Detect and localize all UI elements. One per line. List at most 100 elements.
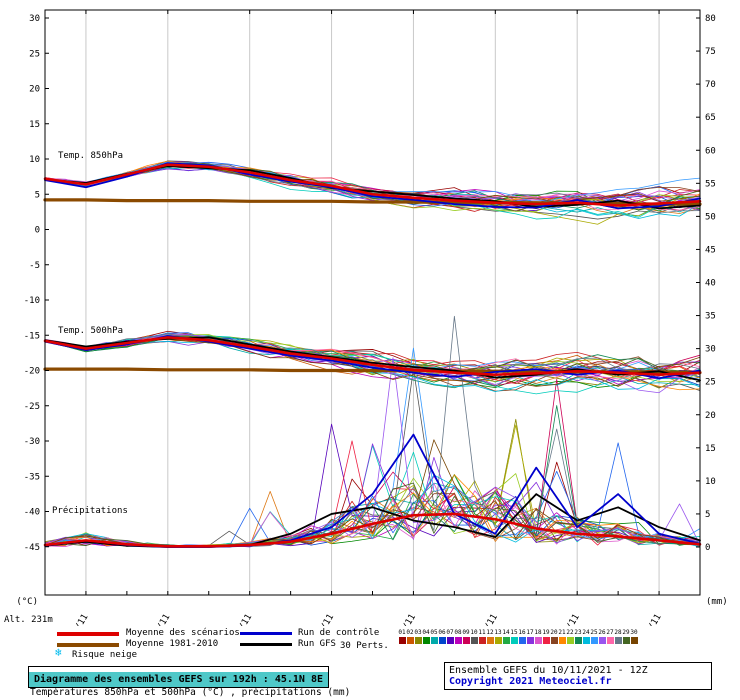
snowflake-icon: ❄ bbox=[55, 646, 62, 659]
member-line-precip bbox=[44, 368, 701, 547]
y-axis-label-right: 10 bbox=[705, 477, 716, 487]
pert-swatch bbox=[494, 637, 502, 644]
pert-swatch bbox=[630, 637, 638, 644]
y-axis-label-left: 30 bbox=[29, 14, 40, 24]
member-line-precip bbox=[44, 347, 701, 548]
pert-legend-item: 01 bbox=[398, 629, 406, 644]
y-axis-label-right: 20 bbox=[705, 411, 716, 421]
pert-number: 04 bbox=[422, 629, 430, 636]
left-axis-unit: (°C) bbox=[16, 597, 38, 607]
pert-swatch bbox=[534, 637, 542, 644]
pert-swatch bbox=[582, 637, 590, 644]
pert-number: 05 bbox=[430, 629, 438, 636]
pert-swatch bbox=[398, 637, 406, 644]
y-axis-label-right: 0 bbox=[705, 543, 710, 553]
pert-legend-item: 08 bbox=[454, 629, 462, 644]
y-axis-label-left: 5 bbox=[35, 190, 40, 200]
pert-number: 07 bbox=[446, 629, 454, 636]
pert-swatch bbox=[574, 637, 582, 644]
mean-line-swatch bbox=[57, 632, 119, 636]
pert-number: 24 bbox=[582, 629, 590, 636]
pert-number: 17 bbox=[526, 629, 534, 636]
mean-line-850 bbox=[43, 163, 702, 207]
y-axis-label-right: 55 bbox=[705, 179, 716, 189]
plot-svg: 302520151050-5-10-15-20-25-30-35-40-4580… bbox=[16, 9, 728, 627]
member-line-precip bbox=[44, 423, 701, 548]
pert-number: 13 bbox=[494, 629, 502, 636]
gfs-line-swatch bbox=[240, 643, 292, 646]
pert-legend-item: 20 bbox=[550, 629, 558, 644]
pert-number: 28 bbox=[614, 629, 622, 636]
y-axis-label-left: -40 bbox=[24, 508, 40, 518]
pert-number: 22 bbox=[566, 629, 574, 636]
pert-legend-item: 30 bbox=[630, 629, 638, 644]
label-t850: Temp. 850hPa bbox=[58, 151, 123, 161]
y-axis-label-right: 70 bbox=[705, 80, 716, 90]
diagram-title: Diagramme des ensembles GEFS sur 192h : … bbox=[29, 672, 328, 687]
pert-legend-item: 12 bbox=[486, 629, 494, 644]
pert-swatch bbox=[438, 637, 446, 644]
pert-legend-item: 06 bbox=[438, 629, 446, 644]
member-line-precip bbox=[44, 482, 701, 548]
pert-swatch bbox=[502, 637, 510, 644]
pert-swatch bbox=[542, 637, 550, 644]
pert-swatch bbox=[590, 637, 598, 644]
pert-legend-item: 10 bbox=[470, 629, 478, 644]
chart-layers: 302520151050-5-10-15-20-25-30-35-40-4580… bbox=[24, 9, 716, 627]
y-axis-label-left: 25 bbox=[29, 49, 40, 59]
pert-legend-item: 25 bbox=[590, 629, 598, 644]
pert-swatch bbox=[454, 637, 462, 644]
pert-swatch bbox=[486, 637, 494, 644]
pert-number: 16 bbox=[518, 629, 526, 636]
y-axis-label-left: -45 bbox=[24, 543, 40, 553]
pert-legend-item: 16 bbox=[518, 629, 526, 644]
pert-legend-item: 22 bbox=[566, 629, 574, 644]
pert-legend-item: 03 bbox=[414, 629, 422, 644]
x-axis-label: 15/11 bbox=[396, 613, 418, 627]
y-axis-label-left: -35 bbox=[24, 472, 40, 482]
pert-number: 15 bbox=[510, 629, 518, 636]
mean-line-precip bbox=[43, 512, 702, 548]
y-axis-label-left: 10 bbox=[29, 155, 40, 165]
x-axis-label: 11/11 bbox=[68, 613, 90, 627]
pert-swatch bbox=[470, 637, 478, 644]
pert-legend-item: 26 bbox=[598, 629, 606, 644]
pert-number: 14 bbox=[502, 629, 510, 636]
climato-line-swatch bbox=[57, 643, 119, 647]
x-axis-label: 14/11 bbox=[314, 613, 336, 627]
run-info-box: Ensemble GEFS du 10/11/2021 - 12Z Copyri… bbox=[444, 662, 712, 690]
x-axis-label: 18/11 bbox=[641, 613, 663, 627]
pert-number: 06 bbox=[438, 629, 446, 636]
pert-number: 08 bbox=[454, 629, 462, 636]
y-axis-label-left: -25 bbox=[24, 402, 40, 412]
y-axis-label-left: 15 bbox=[29, 120, 40, 130]
y-axis-label-right: 50 bbox=[705, 212, 716, 222]
pert-legend-item: 02 bbox=[406, 629, 414, 644]
pert-swatch bbox=[622, 637, 630, 644]
y-axis-label-right: 40 bbox=[705, 279, 716, 289]
pert-legend-item: 18 bbox=[534, 629, 542, 644]
legend-climato-label: Moyenne 1981-2010 bbox=[126, 639, 219, 649]
legend-perts-label: 30 Perts. bbox=[340, 641, 389, 651]
pert-swatch bbox=[518, 637, 526, 644]
pert-swatch bbox=[430, 637, 438, 644]
pert-swatch bbox=[598, 637, 606, 644]
pert-number: 02 bbox=[406, 629, 414, 636]
legend-snow-label: Risque neige bbox=[72, 650, 138, 660]
legend-control-label: Run de contrôle bbox=[298, 628, 380, 638]
diagram-subtitle: Températures 850hPa et 500hPa (°C) , pré… bbox=[30, 687, 351, 698]
pert-legend-item: 04 bbox=[422, 629, 430, 644]
pert-swatch bbox=[606, 637, 614, 644]
y-axis-label-right: 30 bbox=[705, 345, 716, 355]
control-line-swatch bbox=[240, 632, 292, 635]
pert-number: 10 bbox=[470, 629, 478, 636]
pert-number: 18 bbox=[534, 629, 542, 636]
y-axis-label-right: 80 bbox=[705, 14, 716, 24]
pert-legend-item: 13 bbox=[494, 629, 502, 644]
altitude-label: Alt. 231m bbox=[4, 615, 53, 625]
y-axis-label-right: 65 bbox=[705, 113, 716, 123]
pert-legend-item: 09 bbox=[462, 629, 470, 644]
member-line-500 bbox=[44, 340, 701, 392]
x-axis-label: 17/11 bbox=[560, 613, 582, 627]
perts-strip: 01 02 03 04 05 06 07 08 09 10 11 12 13 14 15 16 17 18 19 20… bbox=[398, 629, 638, 644]
